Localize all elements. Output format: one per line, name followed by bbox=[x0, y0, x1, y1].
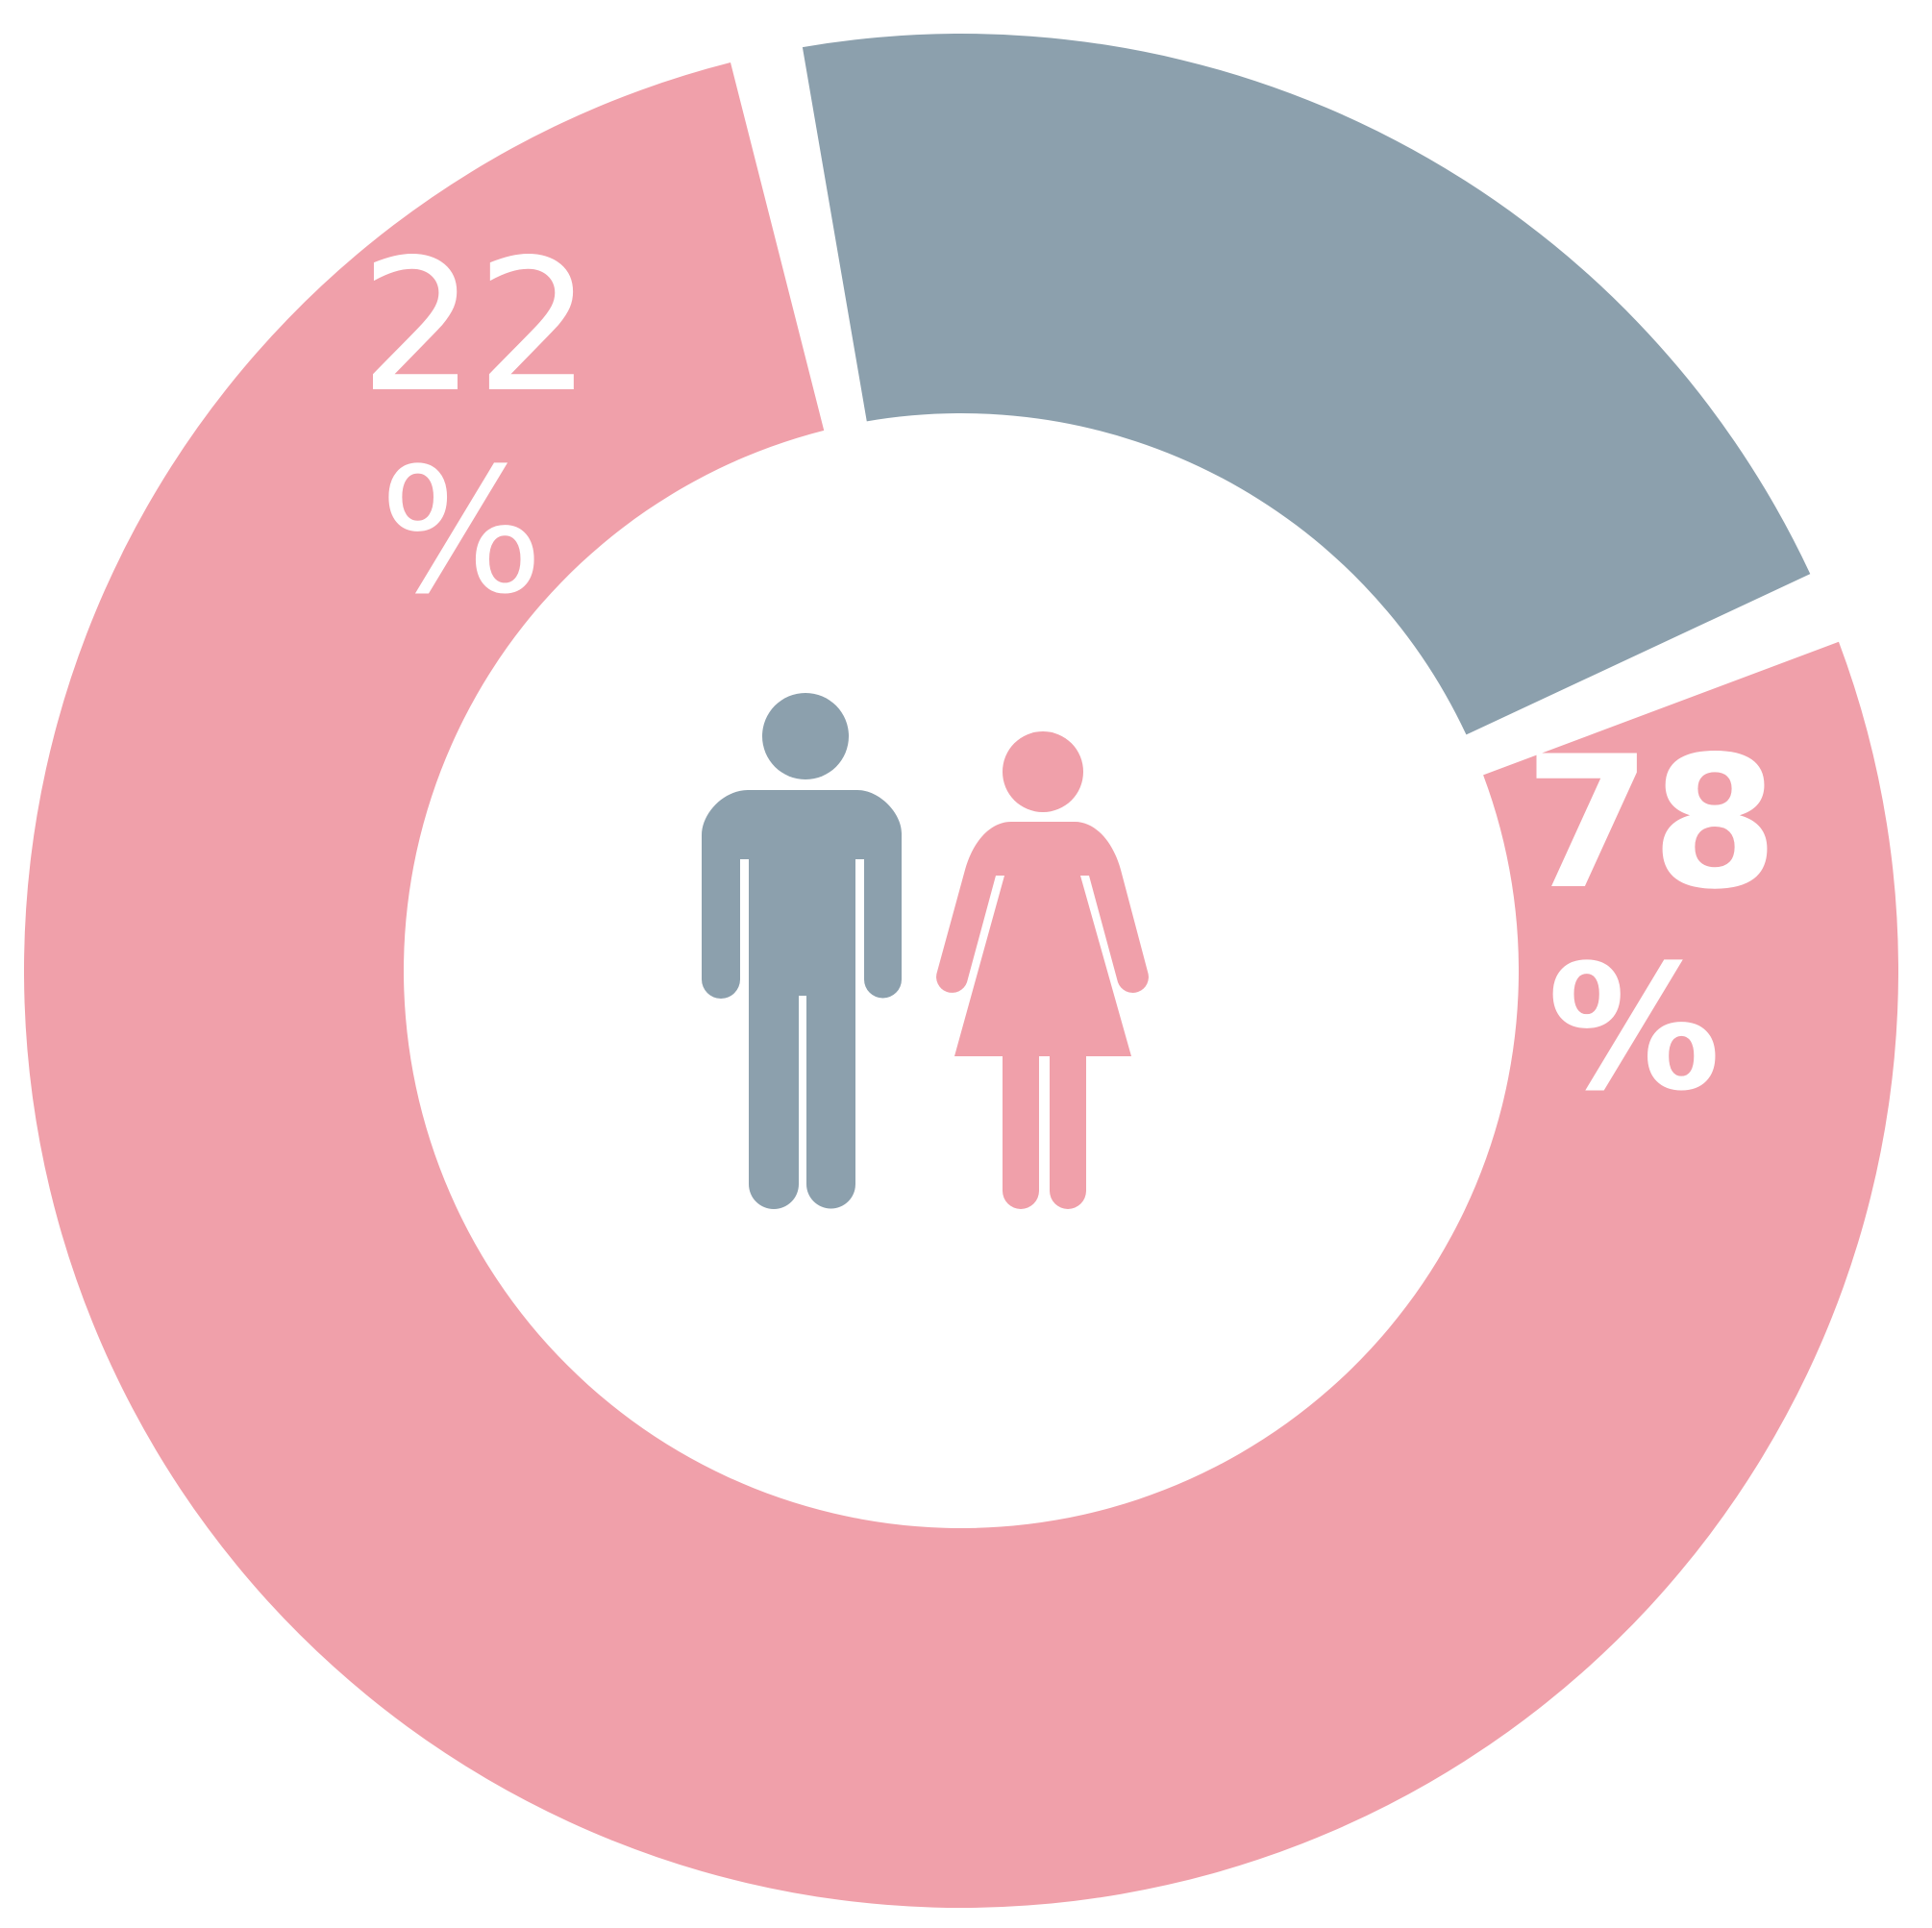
pie-slice-0 bbox=[802, 34, 1811, 735]
pie-slice-1 bbox=[23, 62, 1899, 1908]
female-figure-icon bbox=[936, 731, 1149, 1209]
slice-1-unit-label: % bbox=[1548, 928, 1721, 1129]
male-figure-icon bbox=[702, 693, 902, 1209]
slice-0-value-label: 22 bbox=[359, 220, 592, 433]
slice-1-value-label: 78 bbox=[1524, 717, 1778, 929]
slice-0-unit-label: % bbox=[379, 432, 543, 632]
donut-slices bbox=[23, 34, 1899, 1908]
